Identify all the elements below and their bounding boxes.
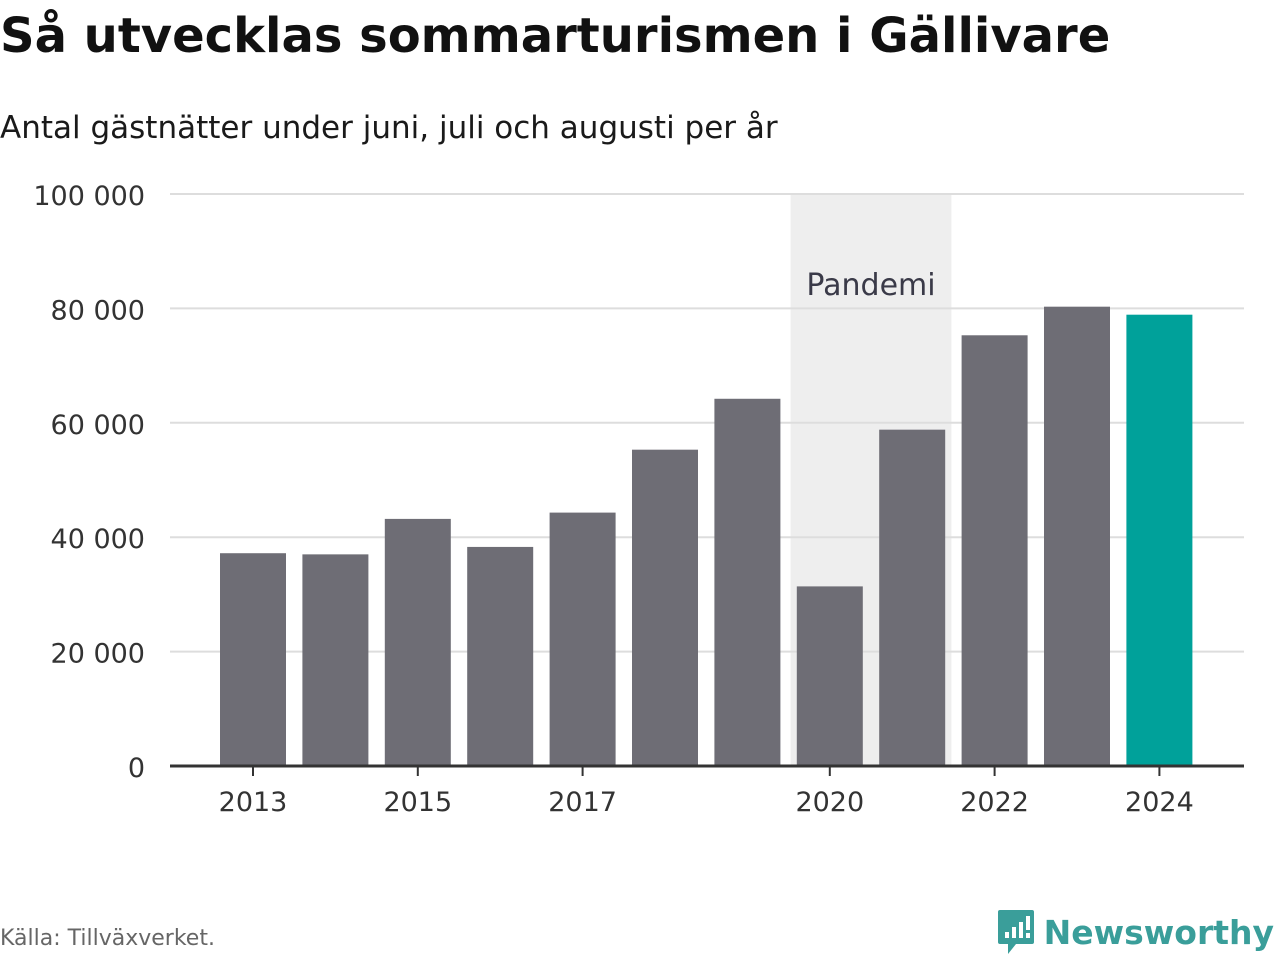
pandemic-label: Pandemi	[806, 268, 935, 303]
bar-2018	[632, 449, 698, 766]
y-tick-label: 100 000	[33, 181, 145, 212]
brand-name: Newsworthy	[1043, 912, 1274, 952]
x-tick-label: 2020	[795, 787, 864, 818]
x-tick-label: 2013	[219, 787, 288, 818]
bar-2022	[961, 335, 1028, 766]
bar-2015	[384, 518, 451, 766]
bar-2020	[796, 586, 863, 766]
x-tick-label: 2024	[1125, 787, 1194, 818]
bar-2014	[302, 554, 369, 766]
bar-2019	[714, 398, 781, 766]
y-tick-label: 0	[128, 753, 145, 784]
y-tick-label: 80 000	[51, 295, 145, 326]
x-tick-label: 2017	[548, 787, 617, 818]
x-tick-label: 2015	[383, 787, 452, 818]
source-note: Källa: Tillväxverket.	[0, 926, 215, 951]
bar-2023	[1044, 306, 1110, 766]
bar-2021	[879, 429, 946, 766]
bar-2016	[467, 546, 534, 766]
y-tick-label: 20 000	[51, 639, 145, 670]
y-tick-label: 40 000	[51, 524, 145, 555]
x-tick-label: 2022	[960, 787, 1029, 818]
chart-subtitle: Antal gästnätter under juni, juli och au…	[0, 110, 778, 146]
brand-logo: Newsworthy	[996, 908, 1274, 956]
newsworthy-chat-icon	[997, 910, 1034, 954]
bar-2024	[1126, 314, 1193, 766]
bar-2013	[220, 553, 286, 766]
y-tick-label: 60 000	[51, 410, 145, 441]
bar-2017	[549, 512, 616, 766]
chart-title: Så utvecklas sommarturismen i Gällivare	[0, 8, 1111, 64]
